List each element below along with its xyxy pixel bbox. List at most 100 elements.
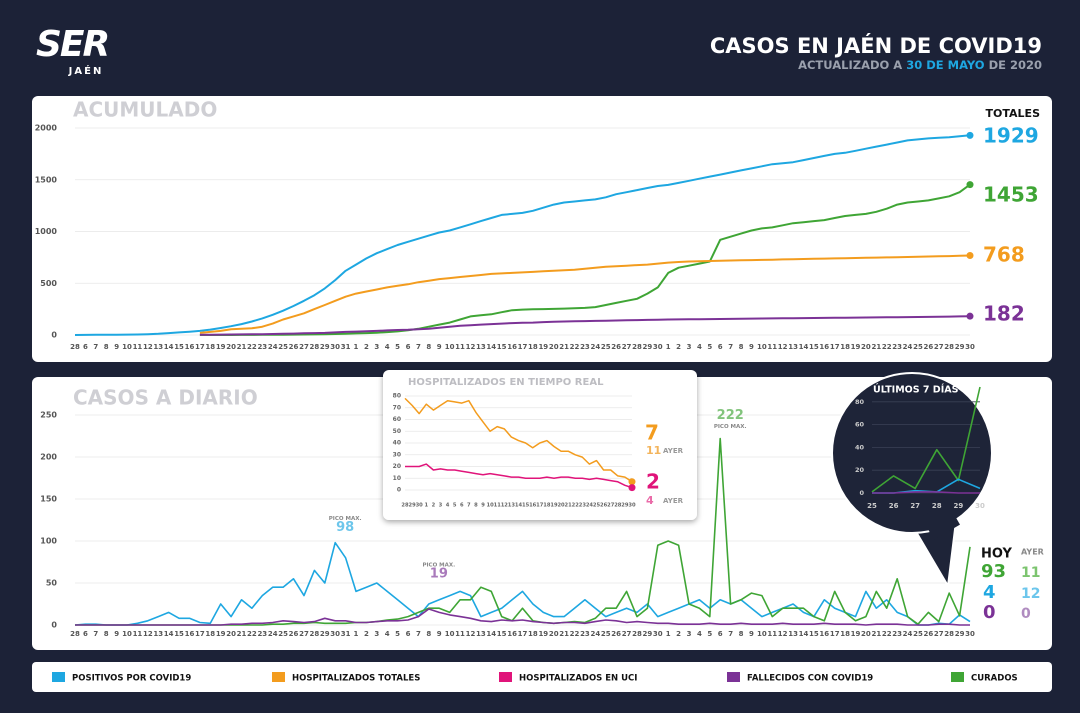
x-tick-label: 23 (257, 343, 267, 351)
x-tick-label: 12 (778, 630, 788, 638)
series-line (199, 315, 971, 336)
x-tick-label: 6 (718, 630, 723, 638)
end-point (966, 181, 974, 189)
x-tick-label: 23 (580, 630, 590, 638)
today-value: 93 (981, 561, 1006, 582)
x-tick-label: 31 (341, 630, 351, 638)
x-tick-label: 7 (728, 343, 733, 351)
x-tick-label: 21 (871, 630, 881, 638)
x-tick-label: 11 (133, 630, 143, 638)
x-tick-label: 16 (507, 630, 517, 638)
series-line (871, 386, 981, 493)
series-line (74, 541, 971, 626)
inset-yesterday-label: AYER (663, 497, 684, 505)
x-tick-label: 1 (354, 630, 359, 638)
x-tick-label: 22 (570, 343, 580, 351)
x-tick-label: 21 (565, 503, 573, 509)
x-tick-label: 3 (439, 503, 443, 509)
y-tick-label: 60 (393, 416, 401, 423)
series-line (199, 183, 971, 336)
inset-yesterday-label: AYER (663, 447, 684, 455)
x-tick-label: 28 (614, 503, 622, 509)
subtitle-date: 30 DE MAYO (906, 58, 985, 72)
x-tick-label: 30 (975, 502, 985, 510)
x-tick-label: 25 (278, 630, 288, 638)
x-tick-label: 15 (174, 343, 184, 351)
inset-title: HOSPITALIZADOS EN TIEMPO REAL (408, 377, 604, 388)
x-tick-label: 14 (799, 630, 809, 638)
x-tick-label: 20 (861, 630, 871, 638)
today-value: 0 (983, 602, 996, 623)
x-tick-label: 8 (426, 630, 431, 638)
x-tick-label: 29 (643, 343, 653, 351)
legend-label: HOSPITALIZADOS TOTALES (292, 674, 420, 684)
x-tick-label: 4 (697, 343, 702, 351)
x-tick-label: 30 (653, 630, 663, 638)
x-tick-label: 6 (83, 630, 88, 638)
x-tick-label: 21 (871, 343, 881, 351)
y-tick-label: 0 (51, 331, 57, 340)
x-tick-label: 26 (289, 343, 299, 351)
x-tick-label: 29 (954, 502, 964, 510)
x-tick-label: 12 (143, 343, 153, 351)
x-tick-label: 1 (666, 630, 671, 638)
legend-panel (32, 662, 1052, 692)
x-tick-label: 14 (799, 343, 809, 351)
x-tick-label: 13 (476, 343, 486, 351)
legend-label: POSITIVOS POR COVID19 (72, 674, 191, 684)
x-tick-label: 14 (164, 343, 174, 351)
x-tick-label: 21 (237, 343, 247, 351)
peak-value: 222 (717, 408, 744, 423)
x-tick-label: 18 (528, 343, 538, 351)
chart-title: CASOS A DIARIO (73, 386, 258, 410)
x-tick-label: 16 (185, 343, 195, 351)
x-tick-label: 9 (437, 343, 442, 351)
logo-sub: JAÉN (68, 64, 104, 77)
x-tick-label: 19 (216, 630, 226, 638)
today-label: HOY (981, 547, 1012, 562)
x-tick-label: 19 (538, 630, 548, 638)
x-tick-label: 6 (406, 630, 411, 638)
x-tick-label: 4 (385, 630, 390, 638)
y-tick-label: 2000 (35, 124, 58, 133)
callout-join (921, 502, 960, 540)
x-tick-label: 2 (364, 343, 369, 351)
y-tick-label: 10 (393, 475, 401, 482)
peak-value: 19 (430, 567, 448, 582)
x-tick-label: 18 (528, 630, 538, 638)
total-value: 182 (983, 302, 1025, 326)
x-tick-label: 29 (408, 503, 416, 509)
series-line (405, 463, 633, 489)
x-tick-label: 18 (205, 343, 215, 351)
x-tick-label: 13 (508, 503, 516, 509)
x-tick-label: 26 (923, 630, 933, 638)
x-tick-label: 1 (424, 503, 428, 509)
page-subtitle: ACTUALIZADO A 30 DE MAYO DE 2020 (798, 58, 1042, 72)
x-tick-label: 9 (114, 343, 119, 351)
x-tick-label: 30 (330, 630, 340, 638)
yesterday-value: 12 (1021, 586, 1040, 602)
x-tick-label: 5 (707, 343, 712, 351)
y-tick-label: 0 (397, 487, 401, 494)
x-tick-label: 10 (445, 343, 455, 351)
logo: SER (36, 24, 108, 65)
legend: POSITIVOS POR COVID19 HOSPITALIZADOS TOTA… (52, 672, 1018, 684)
peak-value: 98 (336, 520, 354, 535)
x-tick-label: 25 (601, 630, 611, 638)
y-tick-label: 40 (393, 440, 401, 447)
x-tick-label: 10 (122, 343, 132, 351)
legend-swatch (272, 672, 285, 682)
totals-label: TOTALES (986, 107, 1041, 120)
peak-label: PICO MAX. (329, 516, 362, 522)
y-tick-label: 200 (40, 453, 57, 462)
x-tick-label: 2 (676, 630, 681, 638)
x-tick-label: 1 (354, 343, 359, 351)
x-tick-label: 5 (395, 343, 400, 351)
x-tick-label: 19 (216, 343, 226, 351)
x-tick-label: 3 (687, 343, 692, 351)
x-tick-label: 5 (453, 503, 457, 509)
x-tick-label: 26 (611, 343, 621, 351)
x-tick-label: 16 (819, 630, 829, 638)
x-tick-label: 20 (861, 343, 871, 351)
x-tick-label: 24 (268, 343, 278, 351)
